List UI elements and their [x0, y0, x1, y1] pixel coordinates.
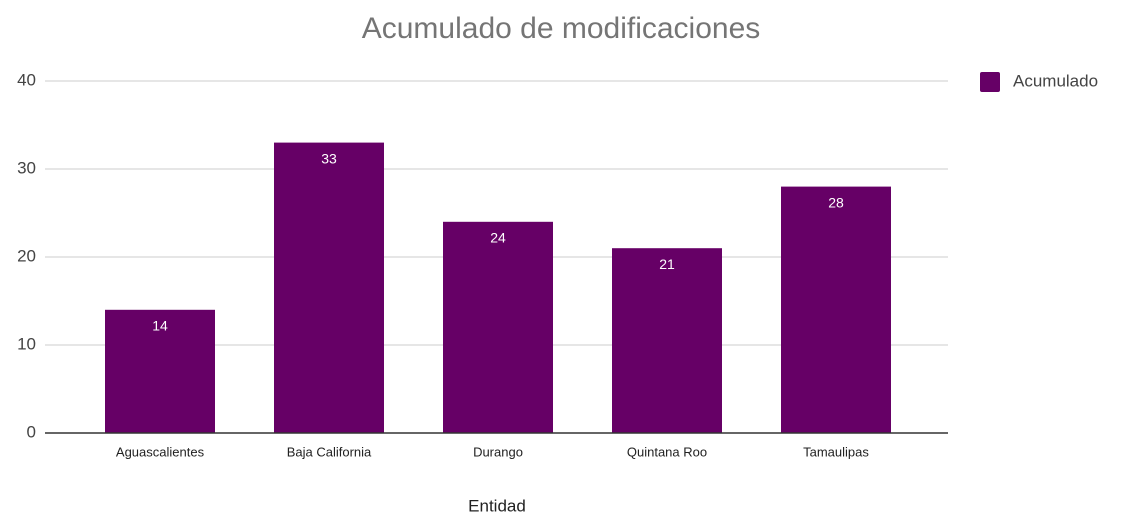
x-tick-label: Quintana Roo	[627, 444, 707, 459]
bar	[612, 248, 722, 433]
x-tick-label: Tamaulipas	[803, 444, 869, 459]
y-tick-label: 40	[17, 70, 36, 89]
legend-label: Acumulado	[1013, 71, 1098, 90]
y-tick-label: 0	[27, 422, 36, 441]
y-tick-label: 30	[17, 158, 36, 177]
x-tick-label: Durango	[473, 444, 523, 459]
data-label: 21	[659, 256, 675, 272]
data-label: 33	[321, 150, 337, 166]
legend-swatch	[980, 72, 1000, 92]
bar	[443, 221, 553, 433]
data-label: 28	[828, 194, 844, 210]
chart-title: Acumulado de modificaciones	[362, 12, 761, 45]
y-tick-label: 20	[17, 246, 36, 265]
data-label: 14	[152, 318, 168, 334]
y-tick-label: 10	[17, 334, 36, 353]
x-axis-title: Entidad	[468, 496, 526, 515]
bar	[105, 309, 215, 433]
bar	[274, 142, 384, 433]
data-label: 24	[490, 230, 506, 246]
x-tick-label: Baja California	[287, 444, 372, 459]
x-tick-label: Aguascalientes	[116, 444, 205, 459]
bar	[781, 186, 891, 433]
